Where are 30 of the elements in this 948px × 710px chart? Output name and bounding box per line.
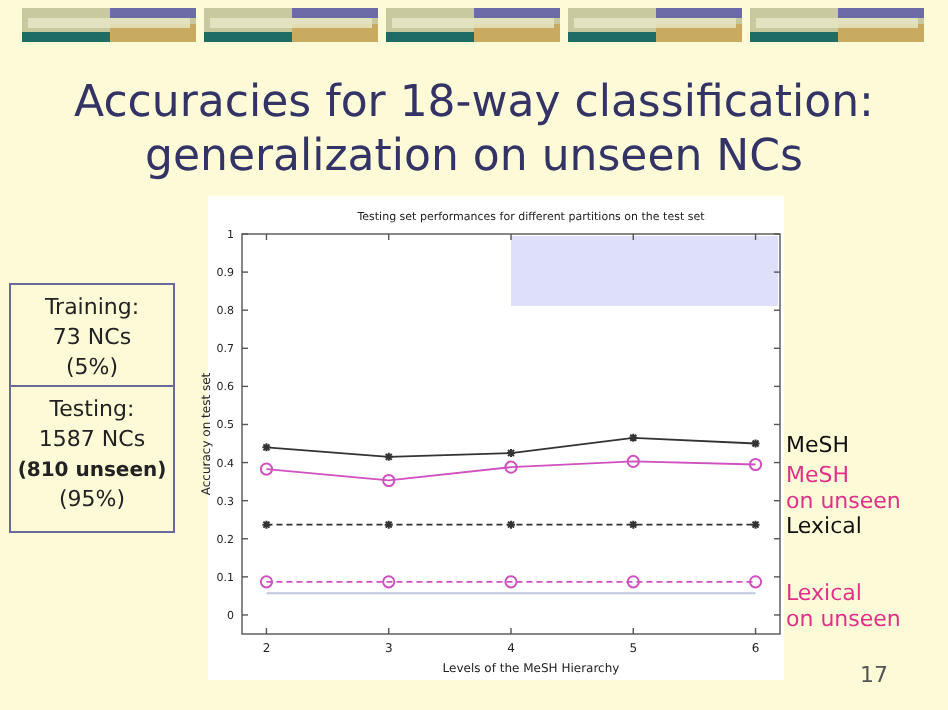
point — [750, 519, 761, 530]
text: 1587 NCs — [38, 426, 146, 452]
point — [259, 575, 274, 589]
point — [628, 519, 639, 530]
point — [504, 460, 518, 474]
point — [748, 575, 763, 589]
text: Training: — [42, 294, 140, 320]
point — [383, 519, 394, 530]
point — [748, 457, 763, 472]
text: 17 — [860, 662, 888, 688]
text: 73 NCs — [52, 324, 132, 350]
point — [628, 432, 639, 443]
chart-title: Accuracies for 18-way classification: generalization on unseen NCs — [74, 78, 874, 182]
point — [382, 473, 396, 488]
point — [259, 462, 274, 476]
point — [626, 454, 640, 469]
series-label: Lexical on unseen — [786, 579, 901, 632]
point — [261, 519, 272, 530]
point — [383, 451, 394, 462]
text: (5%) — [65, 354, 119, 380]
series-label: Lexical — [786, 512, 862, 539]
series-label: MeSH on unseen — [786, 462, 901, 515]
series-label: MeSH — [786, 431, 850, 458]
point — [504, 575, 518, 589]
point — [382, 575, 396, 589]
text: Testing: — [47, 396, 135, 422]
point — [626, 575, 640, 589]
text: (810 unseen) — [17, 460, 167, 482]
text: (95%) — [58, 486, 126, 512]
point — [506, 519, 516, 530]
